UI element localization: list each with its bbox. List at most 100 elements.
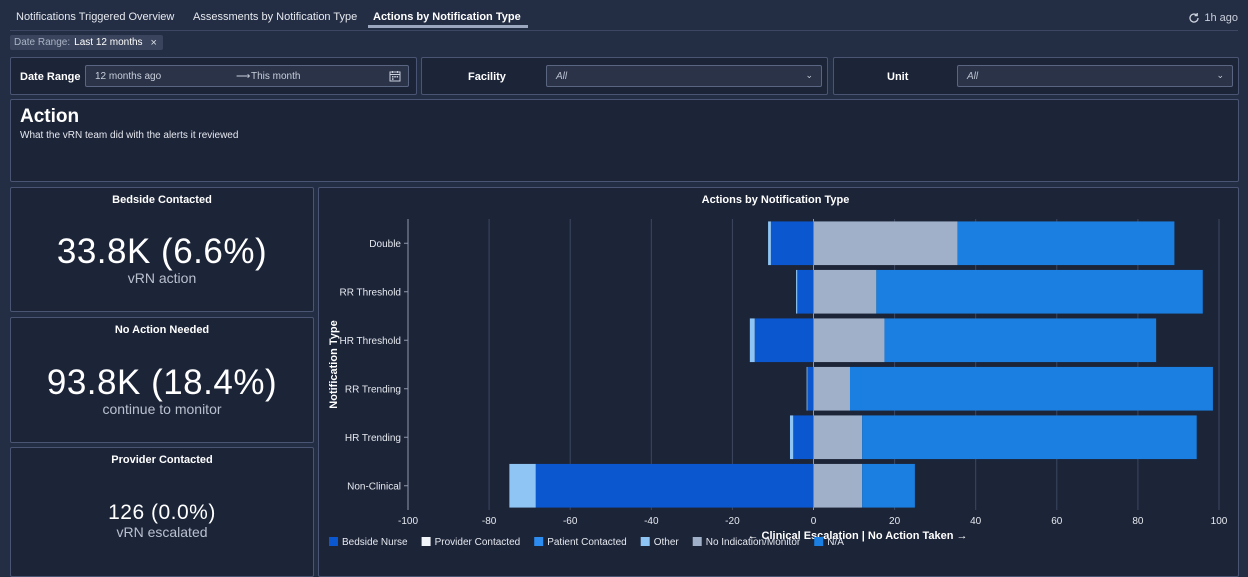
kpi-title: Provider Contacted: [111, 454, 213, 466]
chart-panel: Actions by Notification Type -100 -80 -60 -4…: [318, 187, 1239, 577]
legend-label: Bedside Nurse: [342, 537, 408, 548]
kpi-card-bedside-contacted: Bedside Contacted 33.8K (6.6%) vRN actio…: [10, 187, 314, 312]
bar-segment: [768, 221, 771, 266]
kpi-value: 126 (0.0%): [108, 501, 216, 524]
kpi-title: Bedside Contacted: [112, 194, 212, 206]
bar-segment: [813, 366, 850, 411]
tab-assessments-by-notification-type[interactable]: Assessments by Notification Type: [193, 11, 358, 23]
calendar-icon[interactable]: [389, 70, 401, 82]
bar-segment: [862, 415, 1197, 460]
facility-label: Facility: [468, 71, 506, 83]
kpi-subtitle: vRN escalated: [116, 524, 208, 540]
x-tick-label: -100: [398, 516, 418, 527]
bar-segment: [876, 269, 1203, 314]
kpi-subtitle: vRN action: [127, 270, 197, 286]
unit-filter: Unit All ⌄: [833, 57, 1239, 95]
x-tick-label: -40: [644, 516, 659, 527]
legend-label: No Indication/Monitor: [706, 537, 801, 548]
bar-segment: [796, 269, 798, 314]
refresh-button[interactable]: 1h ago: [1188, 12, 1238, 24]
bar-segment: [813, 415, 863, 460]
x-tick-label: -60: [563, 516, 578, 527]
bar-segment: [806, 366, 808, 411]
bar-segment: [813, 269, 877, 314]
bar-segment: [862, 463, 915, 508]
chevron-down-icon: ⌄: [805, 70, 813, 80]
date-range-end: This month: [251, 70, 301, 82]
page-subtitle: What the vRN team did with the alerts it…: [20, 130, 239, 141]
bar-segment: [754, 318, 814, 363]
x-tick-label: 40: [970, 516, 982, 527]
date-range-filter-chip: Date Range: Last 12 months ×: [10, 35, 163, 50]
bar-segment: [770, 221, 814, 266]
y-tick-label: HR Threshold: [339, 336, 401, 347]
bar-segment: [535, 463, 814, 508]
bar-segment: [957, 221, 1175, 266]
bar-segment: [807, 366, 814, 411]
active-tab-indicator: [368, 25, 528, 28]
y-tick-label: Double: [369, 239, 401, 250]
date-range-arrow: ⟶: [236, 70, 251, 82]
facility-value: All: [556, 70, 568, 82]
x-tick-label: 60: [1051, 516, 1063, 527]
action-header: Action What the vRN team did with the al…: [10, 99, 1239, 182]
bar-segment: [813, 463, 863, 508]
facility-filter: Facility All ⌄: [421, 57, 828, 95]
x-tick-label: 80: [1132, 516, 1144, 527]
kpi-subtitle: continue to monitor: [102, 401, 222, 417]
y-axis-title: Notification Type: [328, 320, 340, 408]
y-tick-label: HR Trending: [345, 433, 401, 444]
bar-segment: [813, 318, 885, 363]
x-tick-label: 100: [1211, 516, 1228, 527]
bar-segment: [797, 269, 814, 314]
x-tick-label: 0: [811, 516, 817, 527]
legend-label: Patient Contacted: [547, 537, 627, 548]
kpi-card-no-action-needed: No Action Needed 93.8K (18.4%) continue …: [10, 317, 314, 443]
unit-label: Unit: [887, 71, 909, 83]
kpi-card-provider-contacted: Provider Contacted 126 (0.0%) vRN escala…: [10, 447, 314, 577]
date-range-filter: Date Range 12 months ago ⟶ This month: [10, 57, 417, 95]
legend-label: Other: [654, 537, 680, 548]
chevron-down-icon: ⌄: [1216, 70, 1224, 80]
unit-select[interactable]: All ⌄: [957, 65, 1233, 87]
bar-segment: [509, 463, 536, 508]
bar-segment: [749, 318, 755, 363]
y-tick-label: RR Trending: [345, 384, 401, 395]
chart-title: Actions by Notification Type: [702, 194, 850, 206]
y-tick-label: RR Threshold: [339, 287, 401, 298]
y-tick-label: Non-Clinical: [347, 481, 401, 492]
kpi-title: No Action Needed: [114, 324, 210, 336]
legend-swatch: [692, 537, 702, 546]
last-refresh-label: 1h ago: [1204, 12, 1238, 24]
bar-segment: [849, 366, 1213, 411]
facility-select[interactable]: All ⌄: [546, 65, 822, 87]
page-title: Action: [20, 106, 80, 127]
tab-actions-by-notification-type[interactable]: Actions by Notification Type: [373, 11, 521, 23]
x-tick-label: -80: [482, 516, 497, 527]
kpi-value: 93.8K (18.4%): [46, 363, 278, 402]
x-axis-title: ← Clinical Escalation | No Action Taken …: [747, 530, 967, 542]
date-range-picker[interactable]: 12 months ago ⟶ This month: [85, 65, 409, 87]
legend-swatch: [640, 537, 650, 546]
tab-notifications-triggered-overview[interactable]: Notifications Triggered Overview: [16, 11, 175, 23]
legend-swatch: [421, 537, 431, 546]
bar-segment: [793, 415, 814, 460]
kpi-value: 33.8K (6.6%): [56, 232, 268, 271]
date-range-label: Date Range: [20, 71, 81, 83]
unit-value: All: [967, 70, 979, 82]
legend-swatch: [329, 537, 338, 546]
close-icon[interactable]: ×: [150, 36, 157, 49]
chip-key: Date Range:: [14, 37, 71, 48]
tab-bar: Notifications Triggered Overview Assessm…: [10, 0, 1238, 31]
bar-segment: [789, 415, 794, 460]
x-tick-label: -20: [725, 516, 740, 527]
actions-by-notification-type-chart: Actions by Notification Type -100 -80 -60 -4…: [328, 194, 1228, 548]
bar-segment: [884, 318, 1157, 363]
refresh-icon: [1189, 13, 1199, 23]
legend-swatch: [534, 537, 544, 546]
x-tick-label: 20: [889, 516, 901, 527]
chip-value: Last 12 months: [74, 37, 143, 48]
bar-segment: [813, 221, 958, 266]
legend-label: Provider Contacted: [435, 537, 521, 548]
legend-swatch: [814, 537, 824, 546]
